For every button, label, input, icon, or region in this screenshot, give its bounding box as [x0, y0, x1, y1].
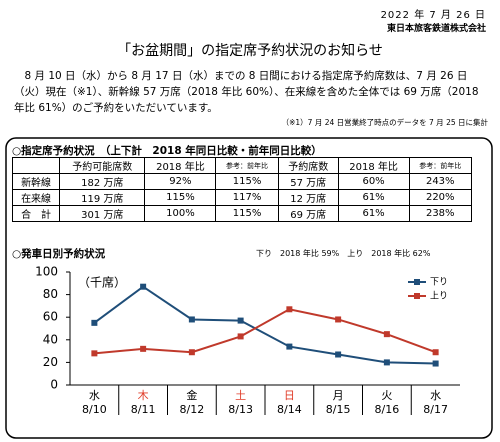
- section-title: ○指定席予約状況 （上下計 2018 年同日比較・前年同日比較）: [12, 145, 322, 157]
- annotation: 下り 2018 年比 59% 上り 2018 年比 62%: [256, 249, 431, 258]
- point: [335, 316, 342, 323]
- x-tick-label: 水: [430, 389, 441, 402]
- x-tick-label: 8/14: [277, 403, 302, 416]
- date: 2022 年 7 月 26 日: [380, 10, 486, 21]
- x-tick-label: 火: [381, 389, 392, 402]
- series-line: [94, 308, 436, 355]
- legend-label: 下り: [430, 277, 448, 288]
- x-tick-label: 8/17: [423, 403, 448, 416]
- series-line: [93, 285, 436, 365]
- legend-marker: [414, 293, 420, 299]
- point: [237, 333, 244, 340]
- x-tick-label: 月: [333, 389, 344, 402]
- point: [286, 343, 293, 350]
- x-tick-label: 水: [89, 389, 100, 402]
- point: [383, 331, 390, 338]
- point: [432, 360, 439, 367]
- table-header: 参考：前年比: [408, 157, 473, 174]
- x-tick-label: 金: [186, 388, 197, 402]
- y-tick-label: 60: [43, 310, 58, 324]
- x-tick-label: 8/13: [228, 403, 253, 416]
- y-tick-label: 100: [35, 265, 58, 279]
- x-tick-label: 8/10: [82, 403, 107, 416]
- x-tick-label: 8/16: [375, 403, 400, 416]
- x-tick-label: 日: [284, 389, 295, 402]
- table-cell: 301 万席: [59, 205, 146, 222]
- point: [91, 350, 98, 357]
- x-tick-label: 木: [138, 389, 149, 402]
- table-row: 予約可能席数 2018 年比 参考：前年比 予約席数 2018 年比 参考：前年比: [11, 157, 473, 174]
- note: （※1）7 月 24 日営業終了時点のデータを 7 月 25 日に集計: [281, 118, 488, 127]
- point: [383, 359, 390, 366]
- x-tick-label: 8/12: [180, 403, 205, 416]
- point: [335, 351, 342, 358]
- x-tick-label: 8/11: [131, 403, 156, 416]
- y-tick-label: 0: [50, 378, 58, 392]
- x-tick-label: 土: [235, 389, 246, 402]
- point: [140, 345, 147, 352]
- point: [188, 316, 195, 323]
- table-row: 在来線 119 万席 115% 117% 12 万席 61% 220%: [11, 189, 473, 206]
- table-cell: 238%: [408, 205, 473, 222]
- point: [188, 349, 195, 356]
- title: 「お盆期間」の指定席予約状況のお知らせ: [117, 43, 383, 59]
- point: [432, 349, 439, 356]
- section-title: ○発車日別予約状況: [12, 248, 106, 260]
- point: [140, 283, 147, 290]
- y-axis-label: （千席）: [78, 275, 126, 290]
- point: [237, 317, 244, 324]
- legend-label: 上り: [430, 291, 448, 302]
- y-tick-label: 20: [43, 355, 58, 369]
- legend-marker: [414, 279, 420, 285]
- frame: [5, 137, 493, 439]
- point: [91, 319, 98, 326]
- point: [286, 306, 293, 313]
- body-text: 8 月 10 日（水）から 8 月 17 日（水）までの 8 日間における指定席…: [14, 70, 479, 114]
- company: 東日本旅客鉄道株式会社: [386, 24, 486, 34]
- table-cell: 115%: [215, 205, 279, 222]
- x-tick-label: 8/15: [326, 403, 351, 416]
- table-row: 合 計 301 万席 100% 115% 69 万席 61% 238%: [11, 205, 473, 222]
- y-tick-label: 80: [43, 287, 58, 301]
- y-tick-label: 40: [43, 332, 58, 346]
- table-row: 新幹線 182 万席 92% 115% 57 万席 60% 243%: [11, 173, 473, 190]
- table: 予約可能席数 2018 年比 参考：前年比 予約席数 2018 年比 参考：前年比 新幹線 1…: [11, 157, 473, 222]
- table-cell: 100%: [144, 205, 217, 222]
